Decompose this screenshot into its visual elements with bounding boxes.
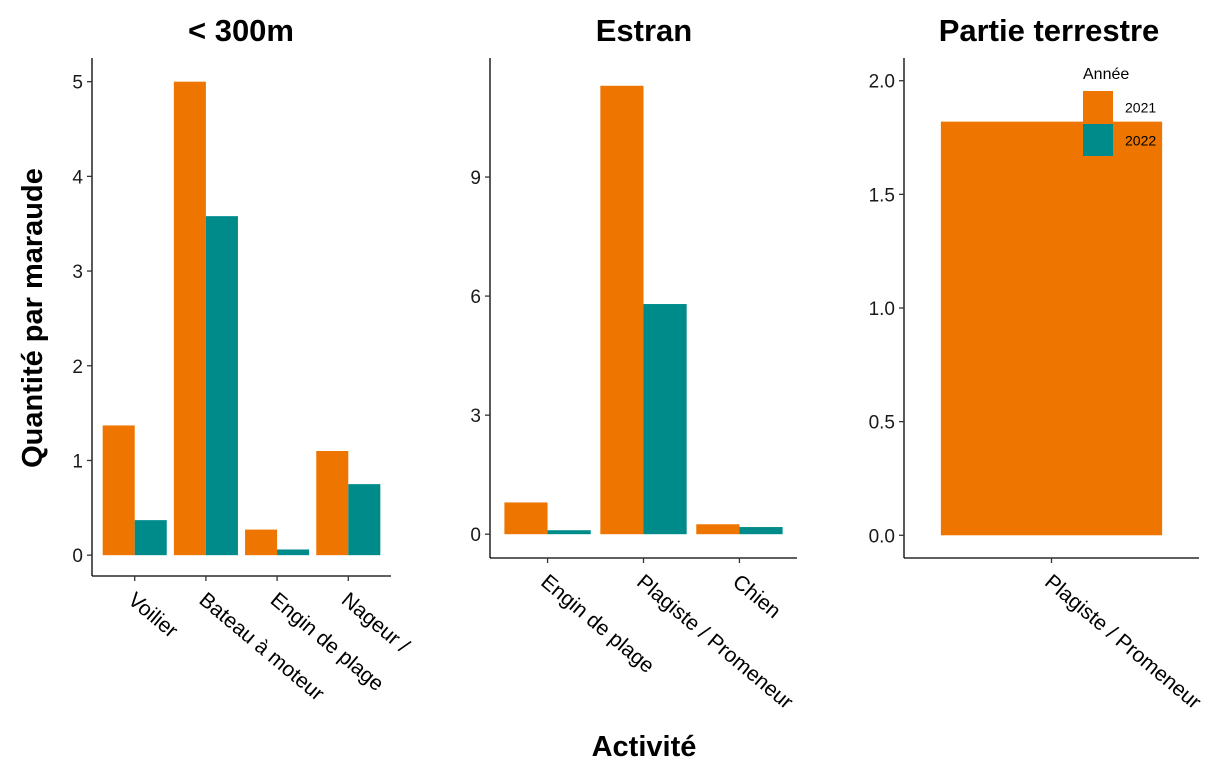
bar-plagiste-promeneur-2021 (940, 121, 1163, 536)
bar-chien-2022 (739, 527, 783, 535)
bar-voilier-2022 (134, 520, 167, 556)
bar-nageur-2022 (348, 484, 381, 556)
panel-partie-terrestre: Partie terrestre 0.0 0.5 1.0 1.5 2.0 Plagiste … (869, 13, 1206, 714)
panel-title: < 300m (188, 13, 294, 48)
y-tick-label: 2.0 (869, 72, 895, 93)
y-tick-label: 3 (470, 406, 481, 427)
bar-bateau-a-moteur-2021 (173, 81, 206, 556)
bar-engin-de-plage-2021 (504, 502, 548, 535)
bar-nageur-2021 (316, 451, 349, 556)
y-tick-label: 6 (470, 287, 481, 308)
y-tick-label: 0 (72, 546, 83, 567)
y-tick-label: 1.0 (869, 299, 895, 320)
y-tick-label: 0.0 (869, 526, 895, 547)
legend-label-2022: 2022 (1125, 133, 1156, 149)
bar-engin-de-plage-2022 (547, 530, 591, 535)
legend-key-2021 (1083, 91, 1113, 123)
legend: Année 2021 2022 (1083, 66, 1156, 156)
y-tick-label: 0.5 (869, 413, 895, 434)
y-axis-title: Quantité par maraude (17, 168, 49, 468)
category-label-bateau-a-moteur: Bateau à moteur (195, 588, 329, 705)
legend-key-2022 (1083, 124, 1113, 156)
bar-engin-de-plage-2021 (245, 529, 278, 556)
category-label-plagiste-promeneur: Plagiste / Promeneur (632, 570, 797, 714)
category-label-voilier: Voilier (124, 588, 183, 642)
panel-title: Estran (596, 13, 692, 48)
y-tick-label: 1 (72, 451, 83, 472)
y-tick-label: 2 (72, 357, 83, 378)
bar-engin-de-plage-2022 (277, 549, 310, 556)
y-tick-label: 0 (470, 525, 481, 546)
bar-chien-2021 (696, 524, 740, 535)
bar-plagiste-promeneur-2022 (643, 304, 687, 535)
bar-bateau-a-moteur-2022 (205, 216, 238, 556)
panel-title: Partie terrestre (939, 13, 1160, 48)
category-label-chien: Chien (728, 570, 785, 623)
y-tick-label: 5 (72, 73, 83, 94)
category-label-plagiste-promeneur: Plagiste / Promeneur (1040, 570, 1205, 714)
legend-label-2021: 2021 (1125, 100, 1156, 116)
legend-title: Année (1083, 66, 1129, 83)
bar-voilier-2021 (102, 425, 135, 556)
bar-plagiste-promeneur-2021 (600, 85, 644, 535)
x-axis-title: Activité (592, 731, 697, 761)
y-tick-label: 1.5 (869, 185, 895, 206)
y-tick-label: 9 (470, 168, 481, 189)
y-tick-label: 4 (72, 167, 83, 188)
y-tick-label: 3 (72, 262, 83, 283)
